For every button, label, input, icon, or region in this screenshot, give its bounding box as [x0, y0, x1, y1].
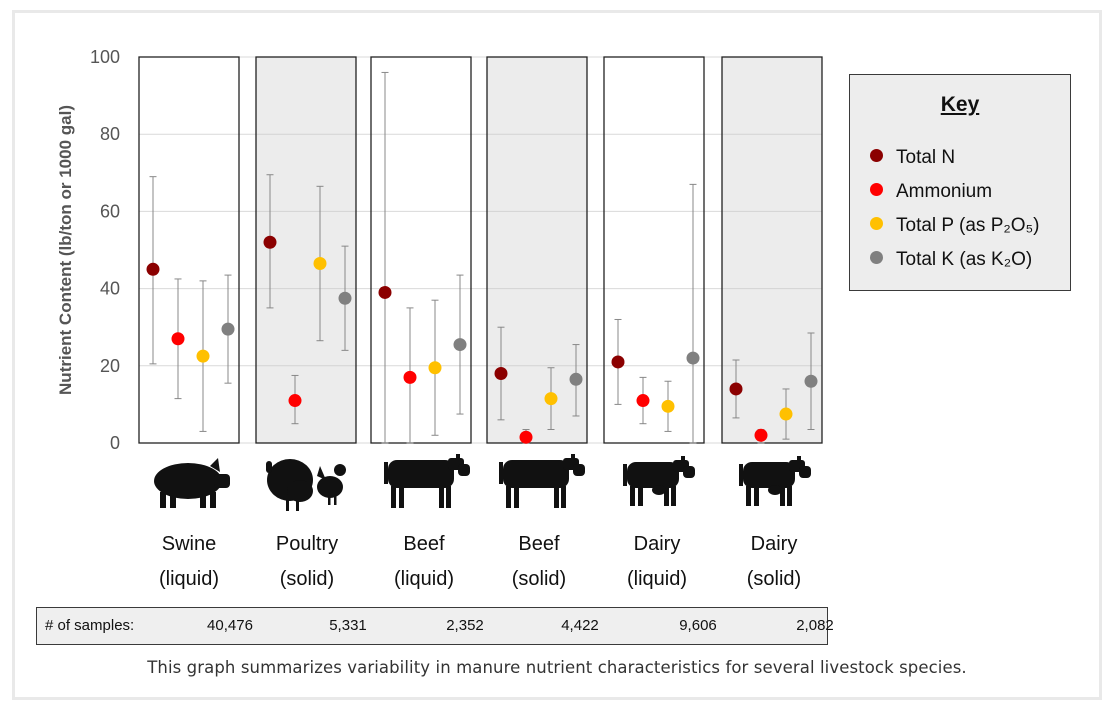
category-label-swine-liquid: Swine (liquid): [134, 527, 244, 597]
data-point: [779, 407, 793, 421]
data-point: [221, 322, 235, 336]
data-point: [494, 367, 508, 381]
data-point: [403, 370, 417, 384]
data-point: [804, 374, 818, 388]
data-point: [686, 351, 700, 365]
pig-icon: [154, 458, 230, 508]
category-label-poultry-solid: Poultry (solid): [252, 527, 362, 597]
data-point: [378, 285, 392, 299]
category-panel: [486, 56, 588, 444]
data-point: [171, 332, 185, 346]
sample-count-label: # of samples:: [45, 617, 135, 634]
legend-entry-ammonium: Ammonium: [870, 181, 992, 203]
legend-label-total-p: Total P (as P₂O₅): [896, 215, 1040, 236]
data-point: [453, 338, 467, 352]
sample-count-swine-liquid: 40,476: [207, 617, 253, 634]
turkey-chicken-icon: [266, 459, 346, 511]
category-panel: [370, 56, 472, 444]
figure-caption: This graph summarizes variability in man…: [147, 658, 967, 677]
y-tick-label: 80: [100, 124, 120, 144]
category-name: Beef: [518, 533, 560, 555]
category-name: Beef: [403, 533, 445, 555]
legend-swatch-total-p: [870, 217, 883, 231]
category-form: (liquid): [158, 568, 220, 590]
data-point: [611, 355, 625, 369]
data-point: [519, 430, 533, 444]
sample-count-dairy-liquid: 9,606: [679, 617, 717, 634]
category-name: Poultry: [275, 533, 339, 555]
dairy-cow-icon: [623, 456, 695, 506]
category-form: (solid): [746, 568, 802, 590]
category-form: (solid): [511, 568, 567, 590]
category-form: (liquid): [626, 568, 688, 590]
category-name: Dairy: [750, 533, 798, 555]
legend-entry-total-n: Total N: [870, 147, 955, 169]
data-point: [263, 235, 277, 249]
category-form: (liquid): [393, 568, 455, 590]
legend-label-ammonium: Ammonium: [896, 181, 993, 202]
y-tick-label: 40: [100, 279, 120, 299]
y-tick-label: 20: [100, 356, 120, 376]
legend-title: Key: [940, 93, 980, 116]
data-point: [428, 361, 442, 375]
category-label-beef-liquid: Beef (liquid): [369, 527, 479, 597]
sample-count-table: # of samples: 40,476 5,331 2,352 4,422 9…: [36, 607, 834, 645]
legend-swatch-ammonium: [870, 183, 883, 197]
y-tick-label: 0: [110, 433, 120, 453]
data-point: [338, 291, 352, 305]
sample-count-poultry-solid: 5,331: [329, 617, 367, 634]
data-point: [636, 394, 650, 408]
beef-cow-icon: [384, 454, 470, 508]
legend-entry-total-p: Total P (as P₂O₅): [870, 215, 1040, 237]
category-label-beef-solid: Beef (solid): [484, 527, 594, 597]
category-panel: [138, 56, 240, 444]
data-point: [661, 399, 675, 413]
data-point: [754, 428, 768, 442]
y-tick-label: 100: [90, 47, 120, 67]
data-point: [196, 349, 210, 363]
data-point: [288, 394, 302, 408]
dairy-cow-icon: [739, 456, 811, 506]
category-panel: [255, 56, 357, 444]
legend-label-total-k: Total K (as K₂O): [896, 249, 1033, 270]
category-panel: [603, 56, 705, 444]
figure-frame: [12, 10, 1102, 700]
sample-count-beef-liquid: 2,352: [446, 617, 484, 634]
y-axis-title: Nutrient Content (lb/ton or 1000 gal): [56, 105, 75, 395]
data-point: [544, 392, 558, 406]
data-point: [569, 372, 583, 386]
y-tick-label: 60: [100, 201, 120, 221]
legend-swatch-total-n: [870, 149, 883, 163]
data-point: [146, 262, 160, 276]
legend-swatch-total-k: [870, 251, 883, 265]
beef-cow-icon: [499, 454, 585, 508]
legend-label-total-n: Total N: [896, 147, 956, 168]
data-point: [313, 257, 327, 271]
sample-count-beef-solid: 4,422: [561, 617, 599, 634]
legend-entry-total-k: Total K (as K₂O): [870, 249, 1032, 271]
category-label-dairy-solid: Dairy (solid): [719, 527, 829, 597]
data-point: [729, 382, 743, 396]
category-name: Dairy: [633, 533, 681, 555]
chart-area: 0 20 40 60 80 100 Nutrient Content (lb/ton or …: [56, 47, 823, 511]
category-form: (solid): [279, 568, 335, 590]
legend: Key Total N Ammonium Total P (as P₂O₅) T…: [849, 74, 1071, 291]
category-label-dairy-liquid: Dairy (liquid): [602, 527, 712, 597]
sample-count-dairy-solid: 2,082: [796, 617, 834, 634]
category-name: Swine: [161, 533, 217, 555]
